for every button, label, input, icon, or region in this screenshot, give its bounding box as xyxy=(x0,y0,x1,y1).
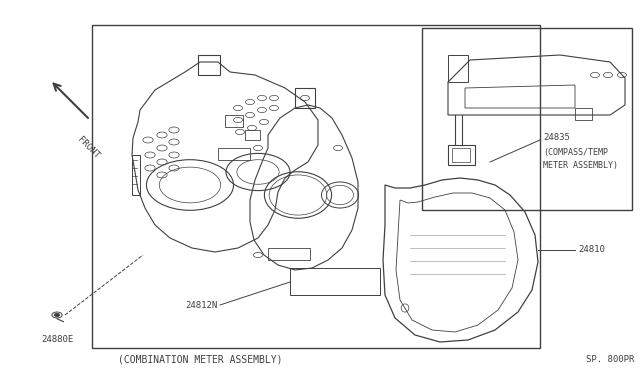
Text: 24812N: 24812N xyxy=(186,301,218,311)
Text: SP. 800PR: SP. 800PR xyxy=(586,356,634,365)
Text: (COMPASS/TEMP: (COMPASS/TEMP xyxy=(543,148,608,157)
Bar xyxy=(92,25,540,348)
Text: 24810: 24810 xyxy=(578,246,605,254)
Bar xyxy=(245,130,260,140)
Bar xyxy=(225,115,243,127)
Text: 24835: 24835 xyxy=(543,132,570,141)
Text: METER ASSEMBLY): METER ASSEMBLY) xyxy=(543,160,618,170)
Text: FRONT: FRONT xyxy=(76,135,100,161)
Bar xyxy=(422,28,632,210)
Text: (COMBINATION METER ASSEMBLY): (COMBINATION METER ASSEMBLY) xyxy=(118,355,282,365)
Circle shape xyxy=(54,314,60,317)
Text: 24880E: 24880E xyxy=(41,336,73,344)
